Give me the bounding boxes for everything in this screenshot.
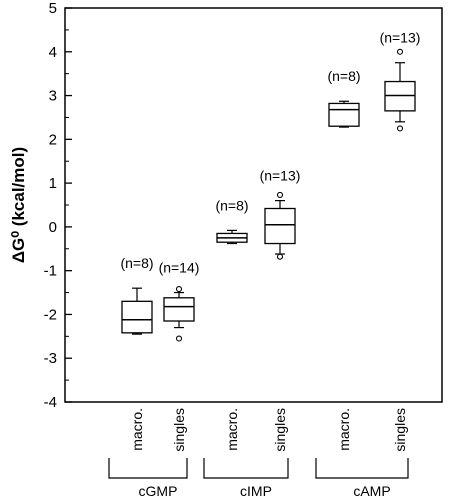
y-tick-label: 2 <box>49 131 57 148</box>
n-label: (n=13) <box>260 168 301 184</box>
y-tick-label: 1 <box>49 175 57 192</box>
box-cgmp-singles: (n=14) <box>159 260 200 342</box>
box-camp-macro: (n=8) <box>327 68 361 128</box>
box-body <box>264 207 296 245</box>
y-tick-label: -2 <box>44 306 57 323</box>
category-label: macro. <box>336 408 352 451</box>
box-cimp-macro: (n=8) <box>215 197 249 245</box>
group-bracket <box>203 458 289 479</box>
box-body <box>328 102 360 127</box>
category-label: singles <box>392 408 408 452</box>
n-label: (n=14) <box>159 260 200 276</box>
group-label: cGMP <box>139 483 178 499</box>
outlier-point <box>396 125 404 132</box>
box-cgmp-macro: (n=8) <box>120 255 154 335</box>
n-label: (n=8) <box>327 68 360 84</box>
plot-frame <box>64 7 443 403</box>
outlier-point <box>175 335 183 342</box>
y-axis-label: ΔG⁰ (kcal/mol) <box>9 147 28 263</box>
category-label: macro. <box>224 408 240 451</box>
box-body <box>163 297 195 322</box>
outlier-point <box>276 191 284 198</box>
n-label: (n=8) <box>120 255 153 271</box>
outlier-point <box>276 253 284 260</box>
y-tick-label: 3 <box>49 88 57 105</box>
n-label: (n=8) <box>215 197 248 213</box>
box-body <box>121 300 153 334</box>
group-label: cIMP <box>240 483 272 499</box>
n-label: (n=13) <box>380 30 421 46</box>
y-axis-ticks: 5 4 3 2 1 0 -1 -2 -3 -4 <box>44 0 72 411</box>
category-label: singles <box>171 408 187 452</box>
y-tick-label: -3 <box>44 350 57 367</box>
category-label: singles <box>272 408 288 452</box>
y-tick-label: 4 <box>49 44 57 61</box>
y-tick-label: -4 <box>44 394 57 411</box>
y-tick-label: 5 <box>49 0 57 17</box>
group-bracket <box>108 458 188 479</box>
x-axis-labels: macro. singles cGMP macro. singles cIMP macro.… <box>108 408 409 499</box>
outlier-point <box>175 286 183 293</box>
category-label: macro. <box>129 408 145 451</box>
boxes-layer: (n=8) (n=14) (n=8) (n=13) (n=8) (n=13) <box>120 30 421 342</box>
box-camp-singles: (n=13) <box>380 30 421 132</box>
y-tick-label: -1 <box>44 263 57 280</box>
y-tick-label: 0 <box>49 219 57 236</box>
box-cimp-singles: (n=13) <box>260 168 301 260</box>
group-bracket <box>315 458 409 479</box>
outlier-point <box>396 48 404 55</box>
group-label: cAMP <box>353 483 390 499</box>
